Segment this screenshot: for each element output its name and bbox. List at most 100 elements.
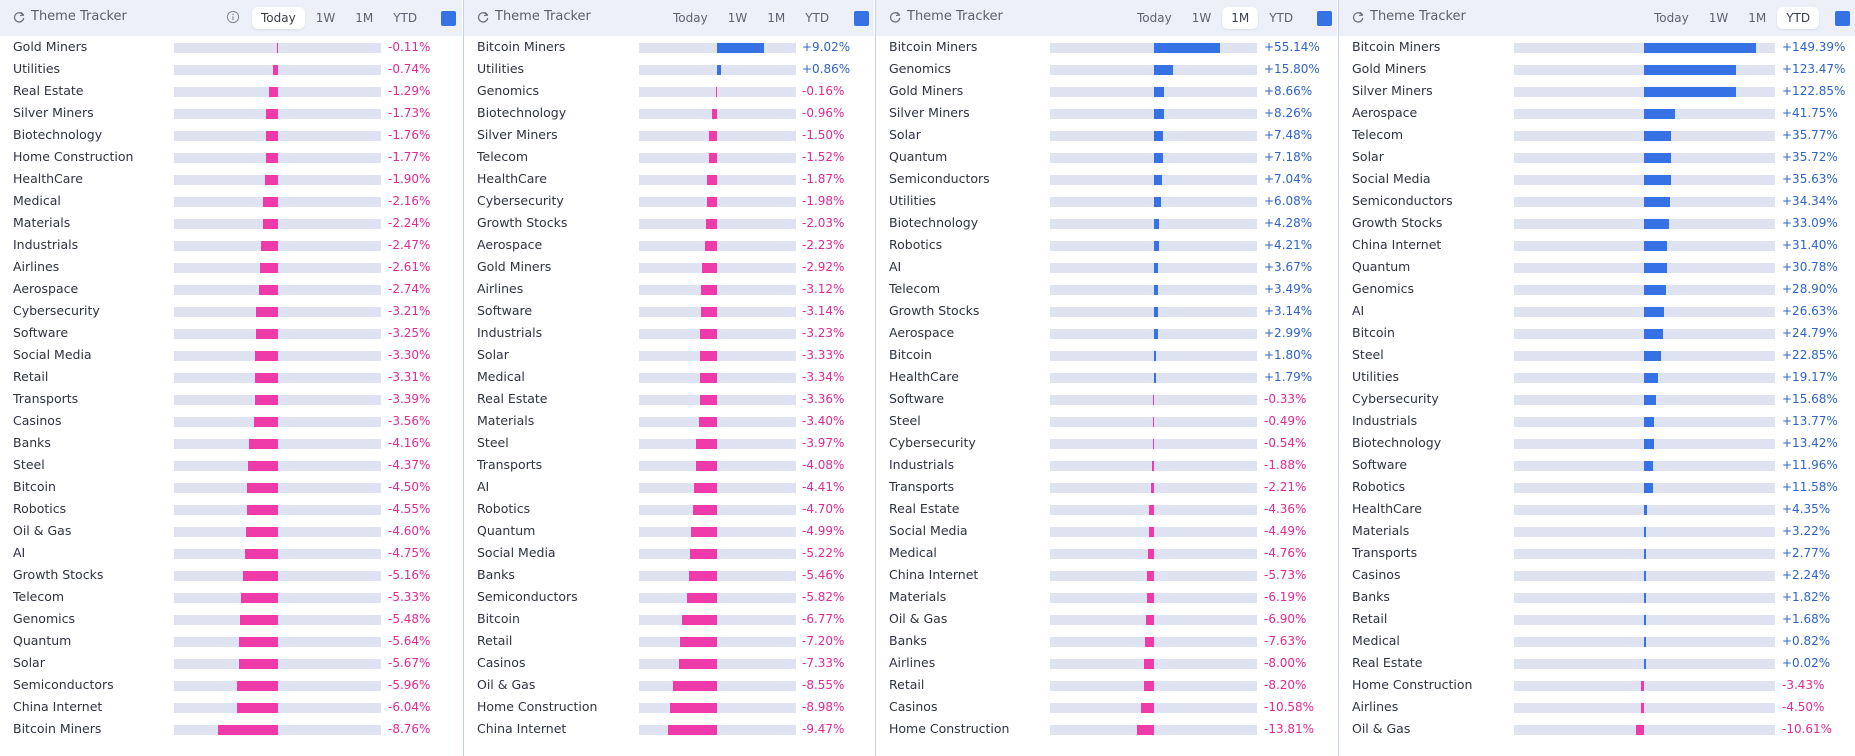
theme-row[interactable]: Bitcoin -6.77% <box>464 608 874 630</box>
theme-row[interactable]: Robotics -4.55% <box>0 498 462 520</box>
theme-row[interactable]: Home Construction -1.77% <box>0 146 462 168</box>
theme-row[interactable]: Telecom -1.52% <box>464 146 874 168</box>
theme-row[interactable]: Real Estate -1.29% <box>0 80 462 102</box>
theme-row[interactable]: Telecom +3.49% <box>876 278 1337 300</box>
theme-row[interactable]: Genomics +28.90% <box>1339 278 1855 300</box>
theme-row[interactable]: Transports +2.77% <box>1339 542 1855 564</box>
theme-row[interactable]: Steel -0.49% <box>876 410 1337 432</box>
tab-ytd[interactable]: YTD <box>393 11 418 25</box>
theme-row[interactable]: Genomics +15.80% <box>876 58 1337 80</box>
theme-row[interactable]: Medical -2.16% <box>0 190 462 212</box>
theme-row[interactable]: HealthCare -1.87% <box>464 168 874 190</box>
theme-row[interactable]: Semiconductors -5.82% <box>464 586 874 608</box>
theme-row[interactable]: Semiconductors -5.96% <box>0 674 462 696</box>
theme-row[interactable]: HealthCare -1.90% <box>0 168 462 190</box>
tab-1w[interactable]: 1W <box>727 11 748 25</box>
info-icon[interactable] <box>226 10 240 24</box>
theme-row[interactable]: Bitcoin +24.79% <box>1339 322 1855 344</box>
theme-row[interactable]: Genomics -5.48% <box>0 608 462 630</box>
theme-row[interactable]: Transports -3.39% <box>0 388 462 410</box>
theme-row[interactable]: Bitcoin Miners +55.14% <box>876 36 1337 58</box>
theme-row[interactable]: Social Media -3.30% <box>0 344 462 366</box>
theme-row[interactable]: Aerospace -2.23% <box>464 234 874 256</box>
tab-ytd[interactable]: YTD <box>805 11 830 25</box>
theme-row[interactable]: Oil & Gas -4.60% <box>0 520 462 542</box>
theme-row[interactable]: Cybersecurity -0.54% <box>876 432 1337 454</box>
theme-row[interactable]: Industrials -3.23% <box>464 322 874 344</box>
theme-row[interactable]: Home Construction -3.43% <box>1339 674 1855 696</box>
color-picker-button[interactable] <box>854 11 869 26</box>
theme-row[interactable]: Utilities +19.17% <box>1339 366 1855 388</box>
theme-row[interactable]: Oil & Gas -8.55% <box>464 674 874 696</box>
theme-row[interactable]: Industrials -1.88% <box>876 454 1337 476</box>
theme-row[interactable]: Quantum +7.18% <box>876 146 1337 168</box>
theme-row[interactable]: Silver Miners -1.73% <box>0 102 462 124</box>
theme-row[interactable]: Cybersecurity +15.68% <box>1339 388 1855 410</box>
theme-row[interactable]: Steel -3.97% <box>464 432 874 454</box>
theme-row[interactable]: Materials -3.40% <box>464 410 874 432</box>
theme-row[interactable]: Social Media +35.63% <box>1339 168 1855 190</box>
theme-row[interactable]: Software +11.96% <box>1339 454 1855 476</box>
theme-row[interactable]: Bitcoin -4.50% <box>0 476 462 498</box>
theme-row[interactable]: Medical -3.34% <box>464 366 874 388</box>
color-picker-button[interactable] <box>1835 11 1850 26</box>
theme-row[interactable]: HealthCare +1.79% <box>876 366 1337 388</box>
theme-row[interactable]: Casinos -10.58% <box>876 696 1337 718</box>
theme-row[interactable]: Retail -3.31% <box>0 366 462 388</box>
theme-row[interactable]: Biotechnology -0.96% <box>464 102 874 124</box>
theme-row[interactable]: AI -4.41% <box>464 476 874 498</box>
theme-row[interactable]: Growth Stocks +33.09% <box>1339 212 1855 234</box>
theme-row[interactable]: Materials -2.24% <box>0 212 462 234</box>
tab-today[interactable]: Today <box>1654 11 1689 25</box>
theme-row[interactable]: Genomics -0.16% <box>464 80 874 102</box>
theme-row[interactable]: Airlines -8.00% <box>876 652 1337 674</box>
theme-row[interactable]: Retail -8.20% <box>876 674 1337 696</box>
theme-row[interactable]: Airlines -4.50% <box>1339 696 1855 718</box>
theme-row[interactable]: Casinos -7.33% <box>464 652 874 674</box>
theme-row[interactable]: Transports -4.08% <box>464 454 874 476</box>
theme-row[interactable]: Materials +3.22% <box>1339 520 1855 542</box>
tab-today[interactable]: Today <box>673 11 708 25</box>
theme-row[interactable]: Solar -3.33% <box>464 344 874 366</box>
theme-row[interactable]: Robotics +4.21% <box>876 234 1337 256</box>
theme-row[interactable]: Social Media -5.22% <box>464 542 874 564</box>
theme-row[interactable]: Quantum +30.78% <box>1339 256 1855 278</box>
theme-row[interactable]: Silver Miners +8.26% <box>876 102 1337 124</box>
theme-row[interactable]: Industrials +13.77% <box>1339 410 1855 432</box>
theme-row[interactable]: Airlines -2.61% <box>0 256 462 278</box>
theme-row[interactable]: Biotechnology -1.76% <box>0 124 462 146</box>
theme-row[interactable]: AI -4.75% <box>0 542 462 564</box>
theme-row[interactable]: Banks -5.46% <box>464 564 874 586</box>
theme-row[interactable]: Materials -6.19% <box>876 586 1337 608</box>
theme-row[interactable]: Quantum -5.64% <box>0 630 462 652</box>
theme-row[interactable]: Oil & Gas -6.90% <box>876 608 1337 630</box>
theme-row[interactable]: Robotics -4.70% <box>464 498 874 520</box>
theme-row[interactable]: Airlines -3.12% <box>464 278 874 300</box>
theme-row[interactable]: Home Construction -13.81% <box>876 718 1337 740</box>
tab-ytd[interactable]: YTD <box>1777 7 1820 29</box>
theme-row[interactable]: Cybersecurity -3.21% <box>0 300 462 322</box>
theme-row[interactable]: Solar -5.67% <box>0 652 462 674</box>
tab-ytd[interactable]: YTD <box>1269 11 1294 25</box>
theme-row[interactable]: Utilities -0.74% <box>0 58 462 80</box>
theme-row[interactable]: Silver Miners +122.85% <box>1339 80 1855 102</box>
theme-row[interactable]: Home Construction -8.98% <box>464 696 874 718</box>
theme-row[interactable]: Utilities +0.86% <box>464 58 874 80</box>
theme-row[interactable]: Bitcoin Miners +9.02% <box>464 36 874 58</box>
theme-row[interactable]: HealthCare +4.35% <box>1339 498 1855 520</box>
theme-row[interactable]: Gold Miners +123.47% <box>1339 58 1855 80</box>
theme-row[interactable]: China Internet -5.73% <box>876 564 1337 586</box>
theme-row[interactable]: Gold Miners -0.11% <box>0 36 462 58</box>
theme-row[interactable]: Aerospace -2.74% <box>0 278 462 300</box>
theme-row[interactable]: Biotechnology +13.42% <box>1339 432 1855 454</box>
theme-row[interactable]: China Internet +31.40% <box>1339 234 1855 256</box>
theme-row[interactable]: Biotechnology +4.28% <box>876 212 1337 234</box>
tab-1w[interactable]: 1W <box>1708 11 1729 25</box>
theme-row[interactable]: Utilities +6.08% <box>876 190 1337 212</box>
tab-1m[interactable]: 1M <box>767 11 786 25</box>
theme-row[interactable]: Medical -4.76% <box>876 542 1337 564</box>
theme-row[interactable]: Transports -2.21% <box>876 476 1337 498</box>
theme-row[interactable]: Telecom +35.77% <box>1339 124 1855 146</box>
color-picker-button[interactable] <box>441 11 456 26</box>
theme-row[interactable]: Gold Miners -2.92% <box>464 256 874 278</box>
